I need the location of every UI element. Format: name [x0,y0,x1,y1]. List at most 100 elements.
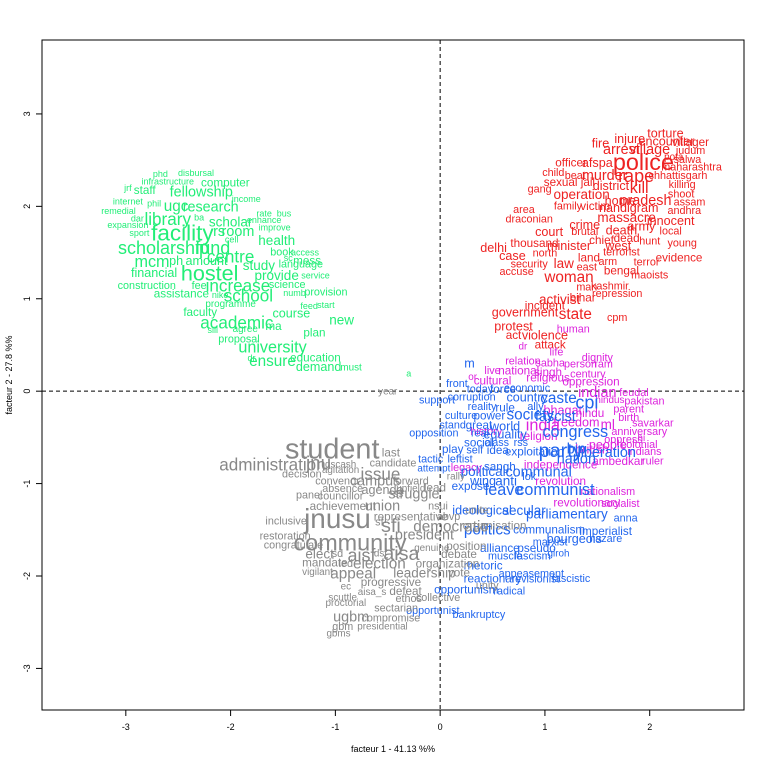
word-label-ensure: ensure [249,353,296,370]
word-label-dead: dead [614,232,640,245]
word-label-student: student [285,433,379,465]
word-label-force: force [490,383,516,396]
word-label-stand: stand [440,419,466,431]
word-label-course: course [272,307,310,321]
word-label-fascism: fascism [514,551,551,563]
word-label-plan: plan [303,326,325,339]
word-label-andhra: andhra [667,205,701,217]
word-label-home: home [605,194,637,208]
word-label-gbms: gbms [326,629,350,640]
word-label-bankruptcy: bankruptcy [453,609,506,621]
word-label-start: start [317,300,335,310]
word-label-expose: expose [452,480,490,493]
word-label-increase: increase [206,276,271,295]
y-tick-label: 2 [22,204,32,209]
word-label-academic: academic [200,313,274,332]
word-label-or: or [468,372,477,383]
word-label-thousand: thousand [510,237,558,250]
word-label-victim: victim [580,200,610,213]
word-label-scholarship: scholarship [118,238,209,258]
word-label-communal: communal [505,464,571,480]
word-label-political: political [461,464,506,479]
word-label-legacy: legacy [451,462,483,474]
word-label-facility: facility [151,221,214,246]
word-label-sfi: sfi [381,515,401,537]
word-label-dsf: dsf [374,548,387,559]
word-label-aisa: aisa [383,543,419,565]
word-label-aisa-s: aisa_s [358,587,387,598]
word-label-restoration: restoration [260,530,311,542]
word-label-fellowship: fellowship [170,184,233,200]
word-label-leave: leave [485,481,524,499]
word-label-service: service [301,271,330,281]
word-label-religious: religious [526,372,570,385]
word-label-hindu: hindu [576,407,605,420]
word-label-real: real [471,428,489,440]
word-label-religion: religion [520,430,558,443]
word-label-absence: absence [322,483,363,495]
word-label-secular: secular [502,503,546,518]
word-label-mcm: mcm [134,253,169,271]
word-label-killing: killing [669,179,696,191]
word-label-government: government [492,306,559,320]
word-label-young: young [667,237,696,249]
word-label-singh: singh [534,366,562,379]
word-label-jnusu: jnusu [303,503,371,534]
word-label-mess: mess [293,254,321,267]
word-label-opportunism: opportunism [434,583,498,596]
word-label-language: language [279,259,323,271]
word-label-repression: repression [592,288,642,300]
word-label-gbm: gbm [332,621,353,633]
word-label-bjp: bjp [567,441,586,457]
x-tick-label: -2 [227,722,235,732]
word-label-community: community [293,530,406,556]
word-label-idea: idea [487,444,510,457]
word-label-tactic: tactic [418,454,444,466]
word-label-phil: phil [147,199,161,209]
word-label-feed: feed [300,301,318,311]
word-label-east: east [577,261,597,273]
word-label-terrorist: terrorist [603,247,640,259]
word-label-self: self [466,444,484,456]
word-label-abvp: abvp [437,511,460,523]
word-label-colonial: colonial [621,439,658,451]
word-label-british: british [575,442,609,456]
word-label-ally: ally [527,401,544,413]
word-label-culture: culture [445,410,477,422]
word-label-protest: protest [494,319,533,333]
x-axis-title: facteur 1 - 41.13 %% [351,744,435,754]
word-label-live: live [484,365,500,377]
word-label-provide: provide [255,268,299,283]
word-label-giroh: giroh [548,548,570,559]
word-label-murder: murder [582,168,628,184]
word-label-infrastructure: infrastructure [141,176,194,186]
word-label-society: society [506,407,554,424]
word-label-opportunist: opportunist [406,605,459,617]
word-label-indian: indian [578,385,616,401]
word-label-wing: wing [469,474,496,488]
word-label-enhance: enhance [247,215,282,225]
word-label-torture: torture [647,126,683,140]
word-label-inclusive: inclusive [265,515,306,527]
word-label-ma: ma [265,320,282,333]
word-label-computer: computer [201,177,250,190]
word-label-ugc: ugc [164,198,189,215]
word-label-access: access [291,248,320,258]
word-label-pakistan: pakistan [624,395,664,407]
word-label-parliamentary: parliamentary [526,507,608,522]
word-label-exploitation: exploitation [505,446,564,459]
x-tick-label: 0 [438,722,443,732]
word-label-feudal: feudal [619,387,648,399]
word-label-bourgeois: bourgeois [547,532,602,546]
word-label-judum: judum [675,145,705,157]
word-label-crime: crime [569,218,600,232]
word-label-politics: politics [464,521,511,538]
word-label-pseudo: pseudo [517,542,556,555]
word-label-man: man [576,282,597,294]
word-label-proposal: proposal [218,333,259,345]
word-label-centre: centre [207,248,255,267]
word-label-gscash: gscash [325,460,356,471]
word-label-aisf: aisf [348,546,377,566]
word-label-rss: rss [514,437,529,449]
word-label-ram: ram [594,358,613,370]
